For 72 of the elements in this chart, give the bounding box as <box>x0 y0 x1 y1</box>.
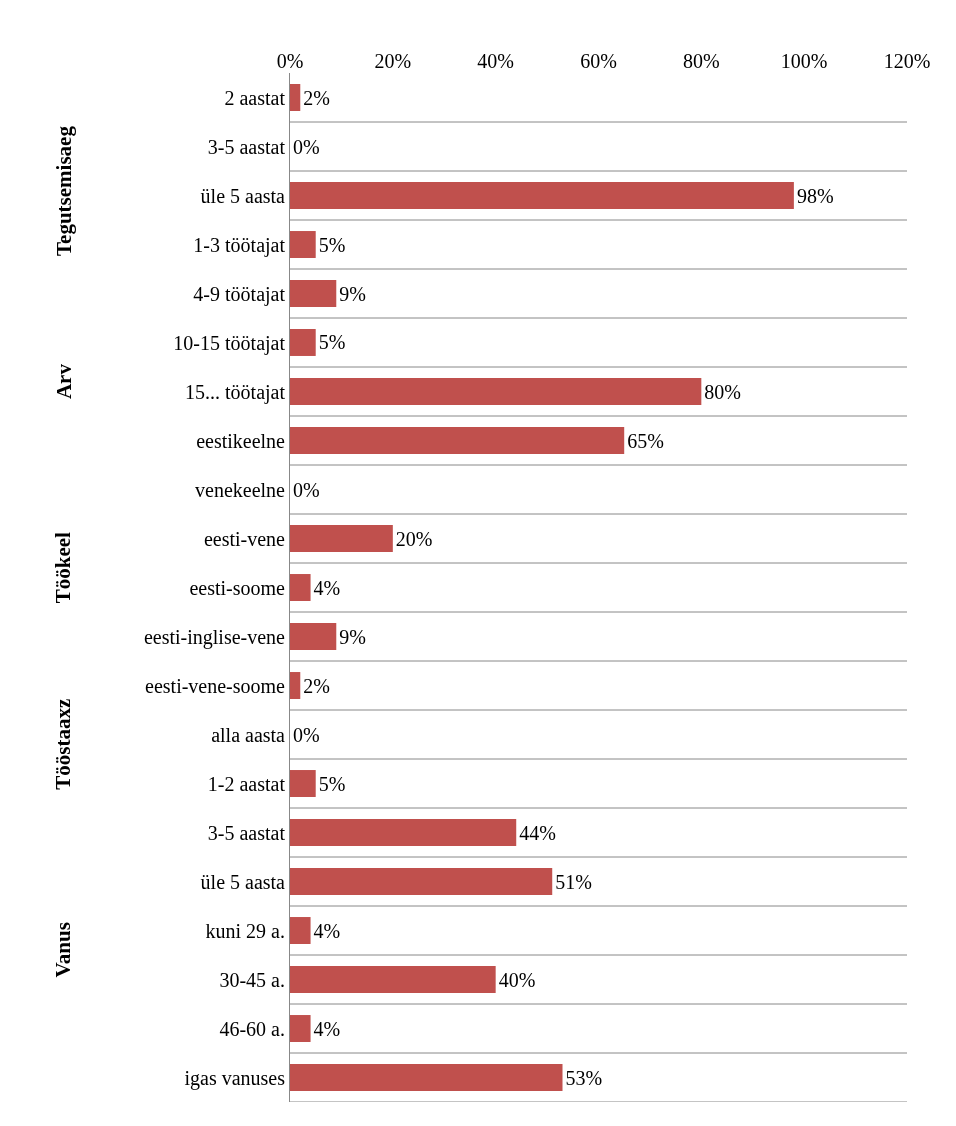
data-label: 80% <box>704 380 741 403</box>
y-tick-label: üle 5 aasta <box>200 870 286 893</box>
y-tick-label: eesti-inglise-vene <box>143 625 286 649</box>
y-tick-label: üle 5 aasta <box>200 184 286 207</box>
bar <box>290 280 337 307</box>
bar <box>290 231 316 258</box>
text: Tööstaaxz <box>51 698 76 790</box>
bar <box>290 378 702 405</box>
data-label: 9% <box>339 625 366 648</box>
bar <box>290 574 311 601</box>
data-label: 20% <box>395 527 433 550</box>
data-label: 0% <box>293 478 320 501</box>
y-tick-label: eesti-vene-soome <box>145 674 286 697</box>
y-tick-label: 3-5 aastat <box>207 821 286 844</box>
y-tick-label: alla aasta <box>211 723 286 746</box>
bar <box>290 819 517 846</box>
y-tick-label: kuni 29 a. <box>205 919 285 942</box>
x-tick-label: 40% <box>477 50 515 72</box>
y-tick-label: 3-5 aastat <box>207 135 286 158</box>
y-tick-label: eesti-vene <box>203 527 286 550</box>
data-label: 44% <box>519 821 556 844</box>
y-tick-label: 2 aastat <box>224 86 286 109</box>
bar <box>290 770 316 797</box>
data-label: 0% <box>293 135 320 158</box>
bar <box>290 966 496 993</box>
data-label: 9% <box>339 282 366 305</box>
text: Tegutsemisaeg <box>51 125 76 256</box>
data-label: 65% <box>627 429 664 452</box>
text: Töökeel <box>51 531 76 604</box>
y-tick-label: 10-15 töötajat <box>173 331 286 355</box>
data-label: 40% <box>498 968 536 991</box>
y-tick-label: 46-60 a. <box>219 1017 285 1040</box>
x-tick-label: 80% <box>682 50 720 72</box>
data-label: 2% <box>303 86 330 109</box>
bar <box>290 868 553 895</box>
text: Arv <box>51 363 76 400</box>
bar <box>290 623 337 650</box>
data-label: 4% <box>313 1017 341 1040</box>
y-tick-label: 1-3 töötajat <box>193 233 286 257</box>
data-label: 4% <box>313 919 341 942</box>
data-label: 4% <box>313 576 341 599</box>
x-tick-label: 0% <box>276 50 304 72</box>
data-label: 98% <box>796 184 834 207</box>
y-tick-label: eestikeelne <box>196 429 286 452</box>
bar <box>290 672 301 699</box>
data-label: 53% <box>565 1066 603 1089</box>
bar <box>290 525 393 552</box>
data-label: 0% <box>293 723 320 746</box>
y-tick-label: igas vanuses <box>184 1066 286 1090</box>
x-tick-label: 100% <box>780 50 828 72</box>
data-label: 5% <box>318 233 346 256</box>
data-label: 51% <box>555 870 592 893</box>
bar <box>290 1064 563 1091</box>
text: Vanus <box>51 922 76 978</box>
x-tick-label: 60% <box>580 50 617 72</box>
y-tick-label: 4-9 töötajat <box>193 282 286 306</box>
data-label: 5% <box>318 331 346 354</box>
y-tick-label: 30-45 a. <box>219 968 285 991</box>
y-tick-label: 15... töötajat <box>185 380 286 404</box>
bar <box>290 329 316 356</box>
data-label: 5% <box>318 772 346 795</box>
bar <box>290 1015 311 1042</box>
y-tick-label: venekeelne <box>195 478 286 501</box>
x-tick-label: 120% <box>883 50 931 72</box>
bar <box>290 182 794 209</box>
y-tick-label: eesti-soome <box>189 576 286 599</box>
x-tick-label: 20% <box>374 50 412 72</box>
data-label: 2% <box>303 674 330 697</box>
bar <box>290 427 625 454</box>
bar <box>290 84 301 111</box>
bar <box>290 917 311 944</box>
y-tick-label: 1-2 aastat <box>207 772 286 795</box>
